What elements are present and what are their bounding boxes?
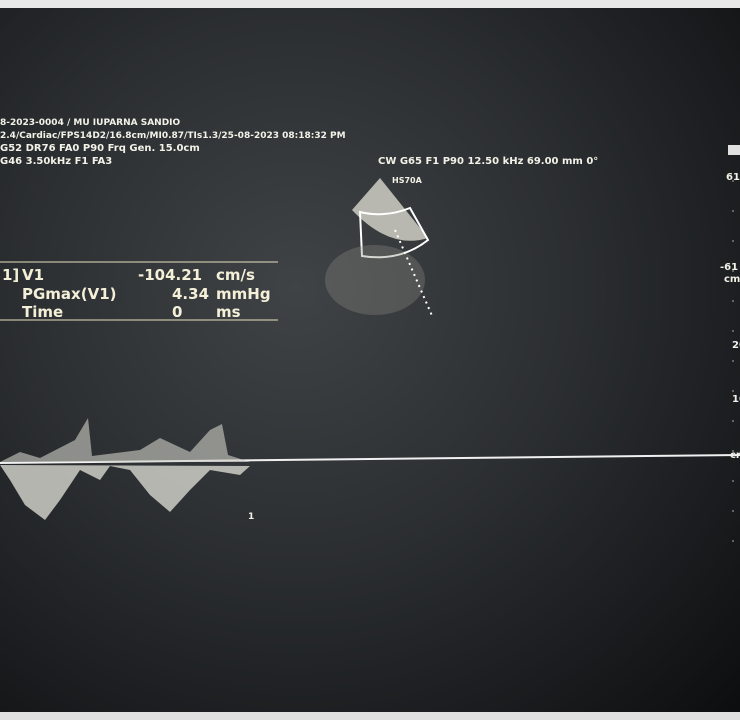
scale-unit: cm	[724, 274, 740, 285]
probe-name: HS70A	[392, 176, 422, 185]
baseline-unit: cm	[730, 450, 740, 461]
header-line: G52 DR76 FA0 P90 Frq Gen. 15.0cm	[0, 143, 200, 154]
measurement-value: -104.21	[138, 266, 203, 284]
measurement-label: Time	[22, 303, 64, 321]
scale-tick: 10	[732, 394, 740, 405]
doppler-trace-upper	[0, 418, 250, 462]
scale-tick: 20	[732, 340, 740, 351]
sector-image	[352, 178, 428, 241]
measurement-label: PGmax(V1)	[22, 285, 117, 303]
header-line: G46 3.50kHz F1 FA3	[0, 156, 113, 167]
scale-top: 61	[726, 172, 740, 183]
heart-image	[325, 245, 425, 315]
probe-settings: CW G65 F1 P90 12.50 kHz 69.00 mm 0°	[378, 156, 599, 167]
scale-bottom: -61	[720, 262, 739, 273]
header-line: 2.4/Cardiac/FPS14D2/16.8cm/MI0.87/TIs1.3…	[0, 131, 346, 141]
sector-box	[358, 206, 430, 259]
measurement-unit: cm/s	[216, 266, 255, 284]
frame-bottom	[0, 712, 740, 720]
trace-marker: 1	[248, 512, 255, 522]
frame-top	[0, 0, 740, 8]
cursor-line	[394, 229, 434, 319]
measurement-unit: mmHg	[216, 285, 271, 303]
scale-marker	[728, 145, 740, 155]
measurement-unit: ms	[216, 303, 241, 321]
measurement-label: V1	[22, 266, 45, 284]
header-line: 8-2023-0004 / MU IUPARNA SANDIO	[0, 118, 181, 128]
measurement-index: 1]	[2, 266, 20, 284]
measurement-value: 4.34	[172, 285, 210, 303]
measurement-value: 0	[172, 303, 183, 321]
doppler-trace	[0, 465, 250, 520]
